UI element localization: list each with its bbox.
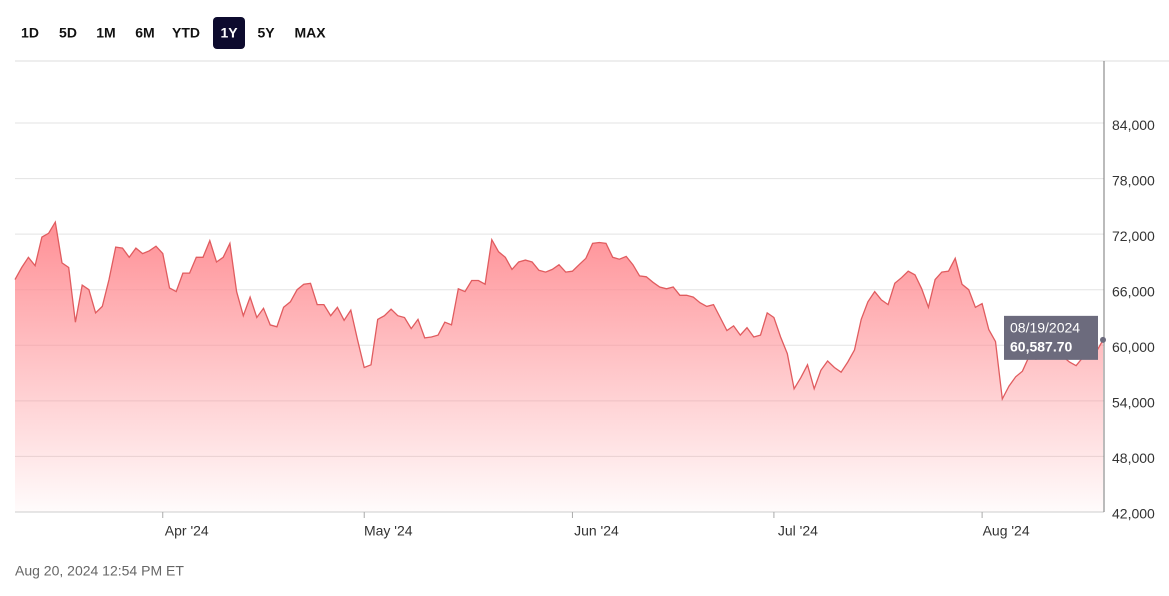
timestamp: Aug 20, 2024 12:54 PM ET [15, 563, 184, 579]
range-button[interactable]: 5Y [257, 25, 275, 41]
x-tick-label: Jun '24 [574, 523, 619, 539]
y-tick-label: 72,000 [1112, 228, 1155, 244]
area-fill [15, 222, 1103, 512]
range-button[interactable]: 6M [135, 25, 154, 41]
y-tick-label: 60,000 [1112, 339, 1155, 355]
x-tick-label: Aug '24 [983, 523, 1030, 539]
range-button[interactable]: MAX [294, 25, 326, 41]
tooltip-value: 60,587.70 [1010, 339, 1072, 355]
x-tick-label: Jul '24 [778, 523, 818, 539]
range-button[interactable]: 1D [21, 25, 39, 41]
y-tick-label: 84,000 [1112, 117, 1155, 133]
range-button[interactable]: YTD [172, 25, 200, 41]
hover-point [1100, 336, 1106, 343]
tooltip-box [1004, 315, 1098, 360]
x-tick-label: May '24 [364, 523, 413, 539]
y-tick-label: 42,000 [1112, 506, 1155, 522]
x-tick-label: Apr '24 [165, 523, 209, 539]
y-tick-label: 66,000 [1112, 283, 1155, 299]
range-button[interactable]: 1M [96, 25, 115, 41]
tooltip-date: 08/19/2024 [1010, 320, 1080, 336]
y-tick-label: 78,000 [1112, 172, 1155, 188]
range-button[interactable]: 5D [59, 25, 77, 41]
range-button[interactable]: 1Y [220, 25, 238, 41]
y-tick-label: 54,000 [1112, 395, 1155, 411]
y-tick-label: 48,000 [1112, 450, 1155, 466]
price-line [14, 220, 1104, 402]
range-button-bg[interactable] [213, 17, 245, 49]
